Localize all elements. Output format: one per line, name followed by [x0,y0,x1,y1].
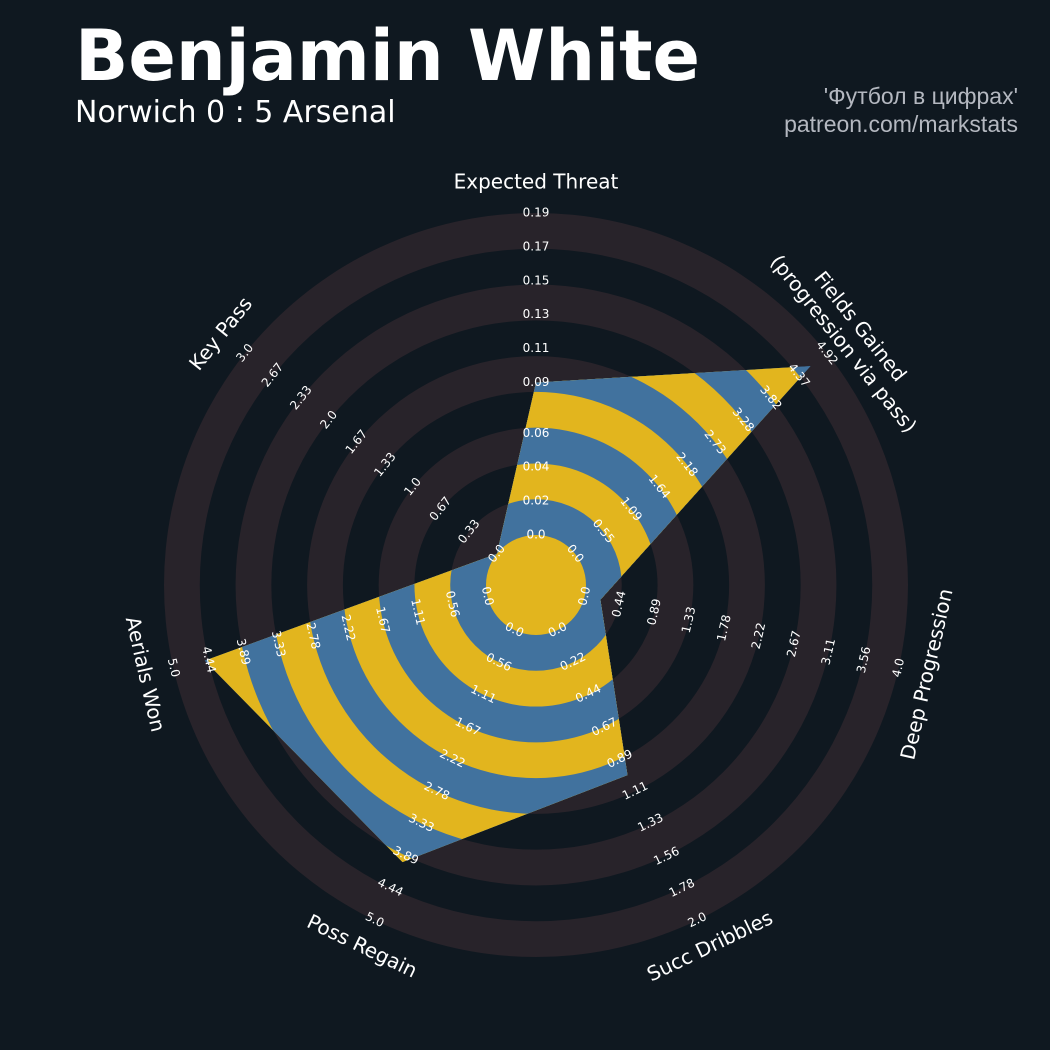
tick-label: 2.67 [784,629,804,658]
tick-label: 0.17 [523,239,550,253]
tick-label: 1.78 [714,613,734,642]
tick-label: 3.89 [234,637,254,666]
tick-label: 0.0 [575,585,593,607]
tick-label: 3.56 [854,645,874,674]
tick-label: 0.04 [523,460,550,474]
tick-label: 3.11 [819,637,839,666]
tick-label: 0.89 [644,597,664,626]
tick-label: 0.19 [523,206,550,220]
inner-circle [486,535,586,635]
tick-label: 1.11 [408,597,428,626]
tick-label: 2.78 [303,621,323,650]
tick-label: 0.0 [526,528,545,542]
tick-label: 0.15 [523,273,550,287]
tick-label: 0.09 [523,375,550,389]
chart-subtitle: Norwich 0 : 5 Arsenal [75,95,396,130]
tick-label: 2.22 [749,621,769,650]
radar: 0.0 0.02 0.04 0.06 0.09 0.11 0.13 0.15 0.17 0.19 0… [121,170,958,987]
param-label: Expected Threat [454,170,619,194]
tick-label: 5.0 [165,657,183,679]
tick-label: 4.0 [889,657,907,679]
tick-label: 0.44 [609,589,629,618]
credit: 'Футбол в цифрах' [824,83,1018,109]
tick-label: 1.67 [373,605,393,634]
tick-label: 0.11 [523,341,550,355]
tick-label: 0.0 [479,585,497,607]
tick-label: 1.33 [679,605,699,634]
tick-label: 4.44 [199,645,219,674]
tick-label: 0.13 [523,307,550,321]
tick-label: 3.33 [269,629,289,658]
tick-label: 0.56 [443,589,463,618]
tick-label: 2.22 [339,613,359,642]
chart-title: Benjamin White [75,15,700,97]
credit: patreon.com/markstats [784,111,1018,137]
tick-label: 0.06 [523,426,550,440]
tick-label: 0.02 [523,494,550,508]
